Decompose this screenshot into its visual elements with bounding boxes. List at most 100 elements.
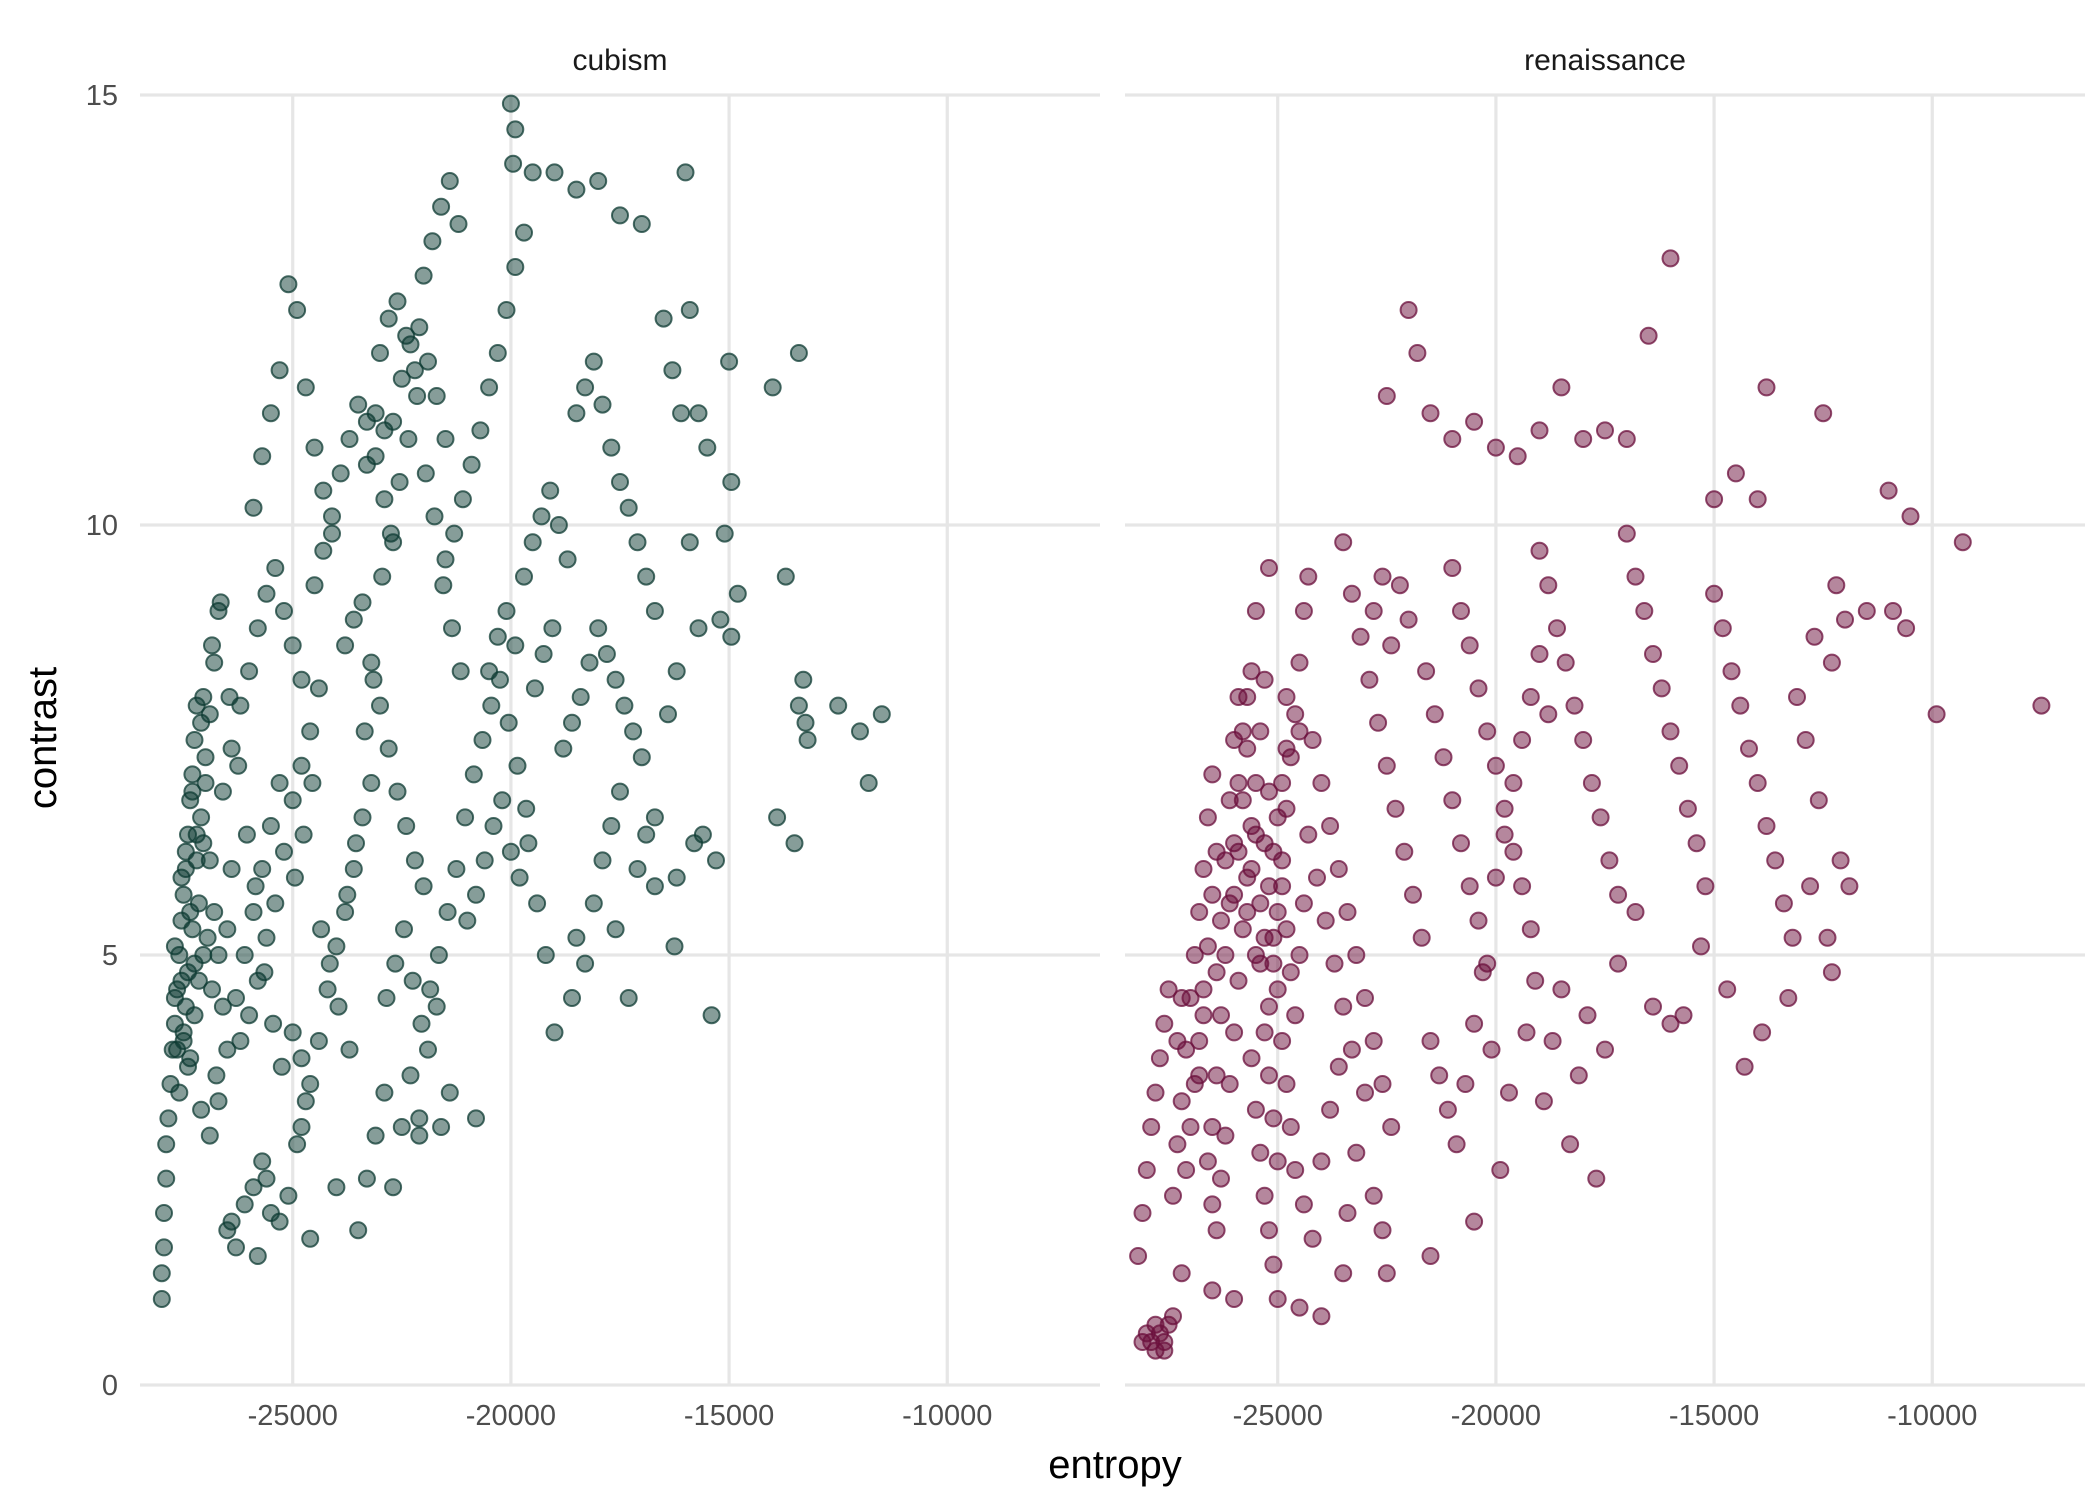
data-point <box>192 808 211 827</box>
data-point <box>392 369 411 388</box>
data-point <box>301 1229 320 1248</box>
data-point <box>203 980 221 999</box>
data-point <box>776 567 795 586</box>
data-point <box>1530 645 1549 663</box>
data-point <box>179 1057 197 1076</box>
data-point <box>1443 559 1462 577</box>
data-point <box>722 473 741 491</box>
data-point <box>1190 1032 1209 1050</box>
data-point <box>563 713 581 732</box>
data-point <box>1740 739 1758 758</box>
data-point <box>379 739 398 758</box>
data-point <box>1264 1109 1283 1128</box>
data-point <box>244 903 263 921</box>
data-point <box>283 791 302 810</box>
data-point <box>1395 842 1414 861</box>
data-point <box>567 928 586 947</box>
data-point <box>192 1100 211 1119</box>
x-tick-label: -25000 <box>1233 1400 1323 1432</box>
data-point <box>1408 344 1427 362</box>
data-point <box>1644 997 1662 1016</box>
data-point <box>355 722 374 741</box>
data-point <box>213 782 232 801</box>
data-point <box>261 817 280 835</box>
data-point <box>165 937 184 956</box>
data-point <box>491 670 509 689</box>
data-point <box>1159 980 1178 999</box>
data-point <box>763 378 782 397</box>
data-point <box>1342 584 1361 603</box>
data-point <box>1273 774 1292 792</box>
data-point <box>172 971 191 990</box>
data-point <box>1203 1118 1222 1136</box>
data-point <box>301 722 320 741</box>
data-point <box>379 309 398 328</box>
data-point <box>305 576 324 595</box>
data-point <box>362 774 381 792</box>
data-point <box>423 232 442 251</box>
data-point <box>183 765 202 784</box>
data-point <box>501 94 520 113</box>
data-point <box>563 989 581 1007</box>
data-point <box>1364 1032 1383 1050</box>
data-point <box>155 1238 173 1257</box>
data-point <box>1194 860 1213 878</box>
data-point <box>410 1109 429 1128</box>
data-point <box>412 1014 431 1033</box>
data-point <box>1687 834 1706 853</box>
data-point <box>1225 731 1244 749</box>
data-point <box>377 989 396 1007</box>
data-point <box>1277 739 1296 758</box>
x-tick-label: -25000 <box>248 1400 338 1432</box>
data-point <box>1198 1152 1217 1171</box>
data-point <box>597 645 616 663</box>
data-point <box>506 258 525 276</box>
data-point <box>237 825 256 844</box>
data-point <box>152 1290 171 1308</box>
data-point <box>366 1126 385 1145</box>
data-point <box>1268 980 1287 999</box>
data-point <box>484 817 503 835</box>
data-point <box>1465 1014 1484 1033</box>
data-point <box>1748 490 1767 509</box>
data-point <box>1718 980 1737 999</box>
data-point <box>390 473 409 491</box>
data-point <box>501 842 520 861</box>
data-point <box>292 756 311 775</box>
data-point <box>693 825 712 844</box>
data-point <box>375 1083 394 1102</box>
data-point <box>1334 997 1353 1016</box>
data-point <box>1203 765 1222 784</box>
data-point <box>523 163 542 182</box>
data-point <box>711 610 730 629</box>
data-point <box>1207 1221 1226 1240</box>
data-point <box>602 438 621 457</box>
data-point <box>1312 1152 1331 1171</box>
data-point <box>584 352 603 371</box>
data-point <box>611 473 629 491</box>
data-point <box>384 1178 403 1197</box>
data-point <box>1242 1049 1261 1068</box>
data-point <box>1321 817 1340 835</box>
data-point <box>1822 653 1841 672</box>
data-point <box>1884 602 1902 620</box>
data-point <box>515 567 533 586</box>
data-point <box>296 378 315 397</box>
data-point <box>1417 662 1436 681</box>
data-point <box>266 894 285 913</box>
data-point <box>196 748 215 767</box>
data-point <box>392 1118 411 1136</box>
data-point <box>1517 1023 1536 1042</box>
data-point <box>506 636 525 655</box>
data-point <box>1504 774 1523 792</box>
data-point <box>1561 1135 1580 1154</box>
data-point <box>1617 430 1636 448</box>
data-point <box>1220 894 1239 913</box>
data-point <box>1901 507 1920 526</box>
data-point <box>1203 885 1222 904</box>
data-point <box>1600 851 1619 870</box>
data-point <box>1692 937 1710 956</box>
data-point <box>702 1006 721 1025</box>
data-point <box>270 361 289 380</box>
